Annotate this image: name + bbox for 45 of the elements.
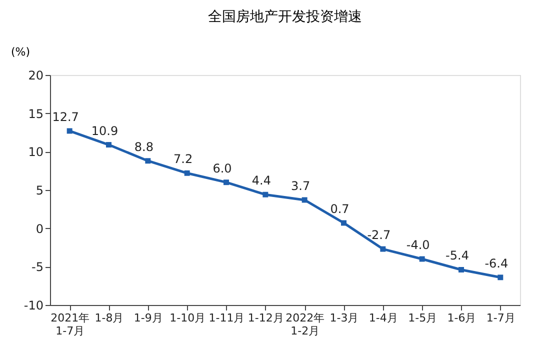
x-tick-label: 1-6月 [447, 312, 476, 324]
x-tick-label: 2021年 1-7月 [50, 312, 90, 338]
x-tick-label: 1-5月 [408, 312, 438, 324]
data-label: 10.9 [91, 124, 118, 138]
point [145, 158, 151, 164]
point [380, 246, 386, 252]
point [458, 266, 464, 272]
point [106, 142, 112, 148]
point [184, 170, 190, 176]
y-tick-label: -10 [24, 298, 44, 312]
y-tick-label: 15 [28, 106, 44, 121]
point [498, 274, 504, 280]
x-tick-label: 1-12月 [248, 312, 284, 324]
data-label: 4.4 [252, 174, 271, 188]
y-tick-label: 20 [28, 68, 44, 82]
x-tick-label: 1-8月 [94, 312, 124, 324]
x-tick-label: 1-11月 [208, 312, 245, 324]
data-label: -2.7 [367, 228, 391, 242]
x-tick-label: 1-10月 [170, 312, 206, 324]
y-tick-label: 5 [36, 184, 44, 198]
data-label: 12.7 [52, 110, 79, 124]
data-label: 6.0 [212, 161, 232, 176]
y-tick-label: 10 [28, 145, 44, 160]
y-tick-label: -5 [32, 260, 44, 274]
chart-title: 全国房地产开发投资增速 [208, 9, 362, 25]
x-tick-label: 1-4月 [368, 312, 398, 324]
data-label: 3.7 [291, 178, 310, 193]
point [341, 220, 346, 226]
x-tick-label: 1-3月 [330, 312, 359, 324]
data-label: 7.2 [174, 152, 193, 166]
data-label: -5.4 [446, 248, 469, 263]
y-tick-label: 0 [36, 222, 44, 236]
data-label: 8.8 [134, 140, 154, 154]
data-label: 0.7 [330, 202, 350, 216]
point [224, 180, 229, 186]
y-axis-title: (%) [10, 46, 30, 58]
point [262, 192, 268, 198]
x-tick-label: 2022年 1-2月 [286, 312, 325, 338]
point [66, 128, 72, 134]
point [419, 256, 425, 262]
point [302, 197, 308, 203]
data-label: -4.0 [406, 238, 430, 252]
data-label: -6.4 [484, 256, 508, 270]
x-tick-label: 1-7月 [486, 312, 516, 324]
x-tick-label: 1-9月 [134, 312, 163, 324]
